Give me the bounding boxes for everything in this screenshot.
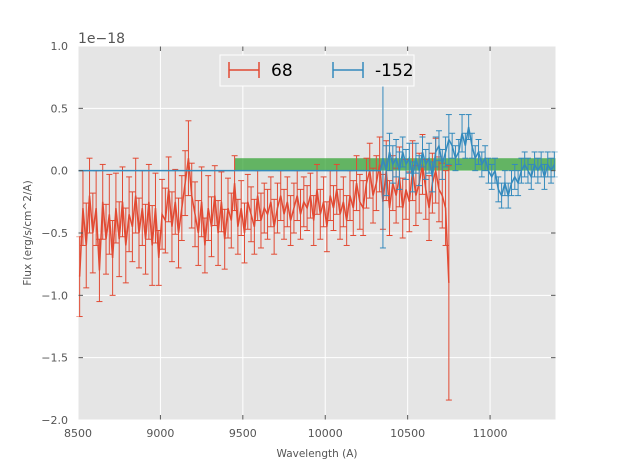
x-tick-label-5: 11000	[473, 427, 508, 440]
x-tick-label-2: 9500	[229, 427, 257, 440]
x-axis-ticks: 8500 9000 9500 10000 10500 11000	[64, 46, 508, 440]
x-axis-label: Wavelength (A)	[276, 448, 357, 460]
y-axis-label: Flux (erg/s/cm^2/A)	[22, 180, 34, 285]
plot-frame	[77, 45, 557, 421]
x-tick-label-0: 8500	[64, 427, 92, 440]
series-1	[78, 67, 558, 249]
y-axis-ticks: −2.0 −1.5 −1.0 −0.5 0.0 0.5 1.0	[41, 40, 556, 427]
x-tick-label-4: 10500	[390, 427, 425, 440]
legend-entry-0: 68	[228, 61, 293, 81]
x-tick-label-1: 9000	[146, 427, 174, 440]
y-tick-label-0: −2.0	[41, 414, 68, 427]
y-tick-label-4: 0.0	[51, 165, 69, 178]
series-layer	[76, 67, 558, 401]
series-0-line	[78, 158, 450, 283]
y-tick-label-1: −1.5	[41, 352, 68, 365]
series-0	[76, 120, 452, 401]
y-tick-label-2: −1.0	[41, 289, 68, 302]
legend-label-0: 68	[271, 61, 293, 81]
y-offset-label: 1e−18	[78, 31, 125, 47]
y-tick-label-6: 1.0	[51, 40, 69, 53]
legend: 68 -152	[219, 54, 415, 87]
y-tick-label-5: 0.5	[51, 102, 69, 115]
legend-entry-1: -152	[332, 61, 414, 81]
x-tick-label-3: 10000	[308, 427, 343, 440]
y-tick-label-3: −0.5	[41, 227, 68, 240]
legend-entries: 68 -152	[228, 61, 414, 81]
legend-label-1: -152	[375, 61, 414, 81]
series-1-line	[78, 126, 556, 199]
